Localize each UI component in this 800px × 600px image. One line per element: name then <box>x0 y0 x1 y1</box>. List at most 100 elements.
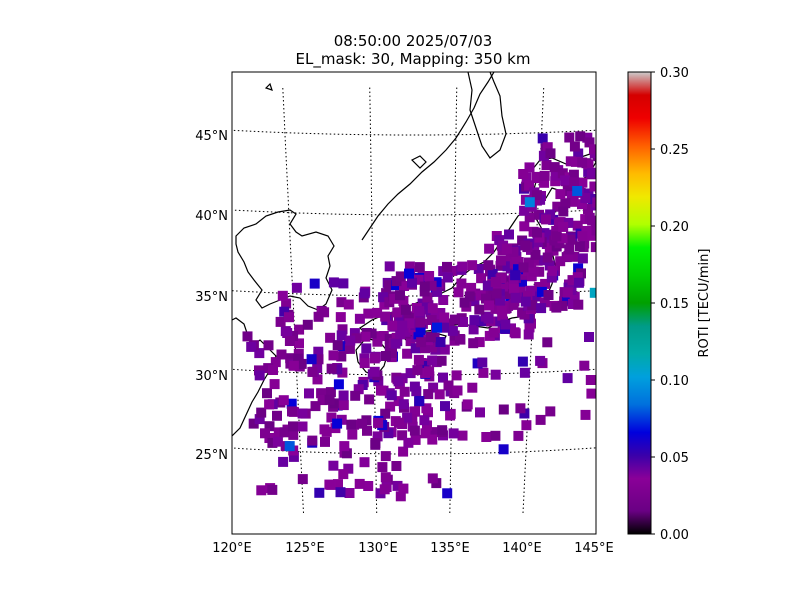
roti-point <box>405 336 416 347</box>
roti-point <box>475 290 486 301</box>
roti-point <box>457 430 468 441</box>
roti-point <box>484 300 494 311</box>
roti-point <box>600 160 610 170</box>
roti-point <box>488 327 499 338</box>
roti-point <box>519 408 530 419</box>
roti-point <box>524 162 535 173</box>
roti-points-layer <box>242 131 613 502</box>
roti-point <box>513 264 523 275</box>
roti-point <box>477 357 488 368</box>
roti-point <box>422 292 433 303</box>
roti-point <box>531 190 542 201</box>
roti-point <box>565 156 576 167</box>
roti-point <box>335 312 346 323</box>
roti-point <box>599 197 609 207</box>
roti-point <box>325 387 336 398</box>
roti-point <box>550 176 561 187</box>
roti-point <box>341 448 352 459</box>
roti-point <box>421 403 432 414</box>
roti-point <box>497 310 508 321</box>
roti-point <box>481 293 491 304</box>
roti-point <box>414 396 425 406</box>
roti-point <box>474 304 485 315</box>
roti-point <box>359 457 370 468</box>
roti-point <box>246 341 257 352</box>
roti-point <box>579 360 590 371</box>
roti-point <box>410 434 421 445</box>
roti-point <box>332 364 343 375</box>
roti-point <box>501 243 512 254</box>
roti-point <box>284 336 295 346</box>
roti-point <box>508 299 519 310</box>
roti-point <box>589 287 596 298</box>
roti-point <box>440 401 450 412</box>
roti-point <box>536 286 547 297</box>
roti-point <box>272 436 283 447</box>
roti-point <box>333 379 344 390</box>
roti-point <box>572 186 583 196</box>
roti-point <box>427 355 438 366</box>
colorbar-tick-label: 0.05 <box>660 451 689 466</box>
roti-point <box>523 329 534 340</box>
roti-point <box>297 474 308 485</box>
graticule-parallel <box>232 290 596 297</box>
roti-point <box>526 263 537 274</box>
roti-point <box>353 384 364 395</box>
roti-point <box>351 333 362 344</box>
roti-point <box>403 312 414 323</box>
roti-point <box>379 484 390 495</box>
roti-point <box>535 414 546 425</box>
roti-point <box>454 334 465 344</box>
roti-point <box>572 220 583 231</box>
roti-point <box>519 205 530 216</box>
roti-point <box>369 353 380 364</box>
roti-point <box>362 425 372 436</box>
roti-point <box>600 167 610 177</box>
roti-point <box>404 261 415 272</box>
roti-point <box>469 315 480 326</box>
roti-point <box>338 400 349 411</box>
roti-point <box>532 227 542 238</box>
roti-point <box>555 189 566 200</box>
roti-point <box>495 295 506 306</box>
roti-point <box>312 374 323 385</box>
roti-point <box>577 177 588 188</box>
roti-point <box>378 292 389 303</box>
roti-point <box>288 429 299 440</box>
roti-point <box>419 361 430 371</box>
roti-point <box>565 234 576 245</box>
roti-point <box>267 484 278 495</box>
roti-point <box>577 199 587 210</box>
roti-point <box>546 272 557 283</box>
roti-point <box>423 389 434 400</box>
roti-point <box>557 233 568 244</box>
roti-point <box>270 357 281 368</box>
roti-point <box>262 388 272 399</box>
roti-point <box>510 292 521 303</box>
roti-point <box>573 277 584 288</box>
roti-point <box>572 272 583 283</box>
roti-point <box>316 388 327 399</box>
roti-point <box>325 332 336 343</box>
roti-point <box>328 460 339 471</box>
roti-point <box>336 330 347 341</box>
roti-point <box>603 154 613 164</box>
roti-point <box>534 232 545 243</box>
y-tick-label: 45°N <box>195 129 228 144</box>
roti-point <box>467 260 478 271</box>
roti-point <box>291 282 302 293</box>
roti-point <box>524 212 535 223</box>
roti-point <box>538 150 549 161</box>
roti-point <box>494 235 505 246</box>
x-tick-label: 135°E <box>430 541 470 556</box>
roti-point <box>557 168 568 179</box>
roti-point <box>346 419 357 430</box>
roti-point <box>518 169 529 179</box>
roti-point <box>439 322 449 333</box>
roti-point <box>580 193 591 203</box>
roti-point <box>373 417 384 428</box>
roti-point <box>532 255 543 266</box>
chart-title-line-2: EL_mask: 30, Mapping: 350 km <box>296 50 531 69</box>
roti-point <box>458 317 468 327</box>
